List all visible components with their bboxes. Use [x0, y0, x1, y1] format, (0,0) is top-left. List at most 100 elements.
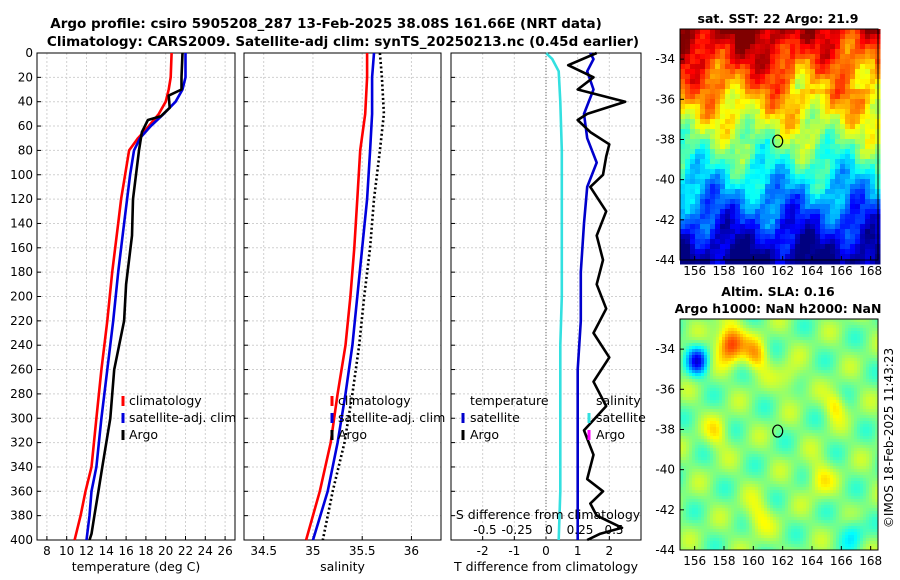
y-tick-label: 20: [18, 70, 33, 84]
y-tick-label: -44: [655, 253, 675, 267]
x-tick-label: 34.5: [250, 544, 277, 558]
legend-label: climatology: [338, 393, 411, 408]
x-tick-label: 0: [542, 544, 550, 558]
sla-map: 156 158 160 162 164 166 168 -34 -36 -38 -40 -42 -44: [655, 318, 882, 568]
x-tick-label: 166: [830, 264, 853, 278]
title-line-2: Climatology: CARS2009. Satellite-adj cli…: [47, 34, 639, 50]
sst-map-title: sat. SST: 22 Argo: 21.9: [698, 11, 859, 26]
x-tick-label: 168: [859, 554, 882, 568]
sst-map: 156 158 160 162 164 166 168 -34 -36 -38 -40 -42 -44: [655, 28, 882, 278]
x-tick-label: -2: [477, 544, 489, 558]
y-tick-label: 400: [10, 533, 33, 547]
x-axis-label: temperature (deg C): [72, 559, 201, 574]
y-tick-label: -42: [655, 503, 675, 517]
y-tick-label: -36: [655, 92, 675, 106]
series-line-argo: [88, 52, 184, 541]
series-line-temperature-argo: [566, 51, 627, 542]
y-tick-label: -36: [655, 382, 675, 396]
y-tick-label: -34: [655, 52, 675, 66]
legend-label: satellite-adj. clim: [338, 410, 445, 425]
legend-label: satellite: [470, 410, 520, 425]
y-tick-label: -44: [655, 543, 675, 557]
series-line-satellite-adj-clim: [311, 52, 376, 541]
heatmap-cells: [680, 29, 881, 265]
x-axis-label: salinity: [320, 559, 365, 574]
y-tick-label: 200: [10, 290, 33, 304]
x-tick-label: 164: [801, 554, 824, 568]
heatmap-cells: [680, 319, 879, 551]
series-line-salinity-satellite: [545, 52, 564, 541]
title-line-1: Argo profile: csiro 5905208_287 13-Feb-2…: [50, 16, 601, 32]
x-tick-label: 158: [713, 264, 736, 278]
x-tick-label: -1: [508, 544, 520, 558]
x-tick-label: 12: [79, 544, 94, 558]
top-tick-label: -0.25: [501, 523, 532, 537]
map-frame: [679, 318, 879, 551]
x-tick-label: 35.5: [349, 544, 376, 558]
x-tick-label: 1: [574, 544, 582, 558]
legend-header-temperature: temperature: [470, 393, 549, 408]
x-tick-label: 26: [217, 544, 232, 558]
legend-label: Argo: [596, 427, 625, 442]
x-tick-label: 162: [771, 264, 794, 278]
x-tick-label: 16: [118, 544, 133, 558]
x-tick-label: 22: [178, 544, 193, 558]
x-tick-label: 36: [404, 544, 419, 558]
sla-map-title-2: Argo h1000: NaN h2000: NaN: [675, 301, 882, 316]
x-tick-label: 162: [771, 554, 794, 568]
y-tick-label: -42: [655, 213, 675, 227]
y-tick-label: -40: [655, 173, 675, 187]
x-tick-label: 156: [683, 554, 706, 568]
y-tick-label: 180: [10, 265, 33, 279]
x-tick-label: 2: [606, 544, 614, 558]
y-tick-label: 40: [18, 95, 33, 109]
series-line-satellite-adj-clim: [85, 53, 187, 541]
x-tick-label: 10: [59, 544, 74, 558]
series-line-climatology: [304, 53, 369, 541]
y-tick-label: 280: [10, 387, 33, 401]
x-tick-label: 158: [713, 554, 736, 568]
x-tick-label: 160: [742, 264, 765, 278]
temperature-panel: 8 10 12 14 16 18 20 22 24 26 temperature (deg C) 0 2…: [10, 46, 236, 574]
y-tick-label: 0: [25, 46, 33, 60]
y-tick-label: 220: [10, 314, 33, 328]
legend-label: climatology: [129, 393, 202, 408]
x-tick-label: 166: [830, 554, 853, 568]
y-tick-label: -38: [655, 422, 675, 436]
top-tick-label: 0.5: [604, 523, 623, 537]
y-tick-label: 380: [10, 509, 33, 523]
x-tick-label: 156: [683, 264, 706, 278]
top-tick-label: 0.25: [567, 523, 594, 537]
top-tick-label: -0.5: [473, 523, 496, 537]
y-tick-label: 360: [10, 484, 33, 498]
x-tick-label: 168: [859, 264, 882, 278]
difference-panel: -2 -1 0 1 2T difference from climatology S di…: [450, 51, 646, 574]
y-tick-label: 60: [18, 119, 33, 133]
x-tick-label: 35: [305, 544, 320, 558]
y-tick-label: 160: [10, 241, 33, 255]
top-tick-label: 0: [545, 523, 553, 537]
x-tick-label: 14: [99, 544, 114, 558]
y-tick-label: 320: [10, 436, 33, 450]
x-tick-label: 164: [801, 264, 824, 278]
legend-label: satellite-adj. clim: [129, 410, 236, 425]
y-tick-label: 80: [18, 143, 33, 157]
series-line-climatology: [73, 52, 173, 541]
x-axis-label: T difference from climatology: [453, 559, 639, 574]
legend-label: Argo: [470, 427, 499, 442]
y-tick-label: 340: [10, 460, 33, 474]
legend-header-salinity: salinity: [596, 393, 641, 408]
legend-label: satellite: [596, 410, 646, 425]
map-frame: [679, 28, 879, 261]
y-tick-label: -40: [655, 463, 675, 477]
x-tick-label: 24: [198, 544, 213, 558]
y-tick-label: 140: [10, 216, 33, 230]
x-tick-label: 8: [43, 544, 51, 558]
legend-label: Argo: [129, 427, 158, 442]
argo-location-marker: [772, 134, 784, 148]
legend-label: Argo: [338, 427, 367, 442]
y-tick-label: 260: [10, 363, 33, 377]
y-tick-label: -34: [655, 342, 675, 356]
series-line-argo: [321, 52, 386, 541]
